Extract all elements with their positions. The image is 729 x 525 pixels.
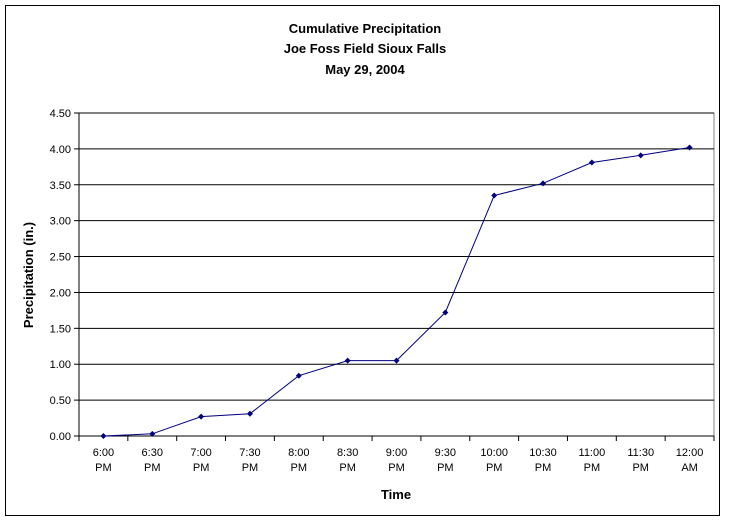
y-tick-label-3.00: 3.00 — [50, 216, 71, 228]
data-point-0 — [100, 433, 107, 439]
y-tick-label-1.50: 1.50 — [50, 323, 71, 335]
x-tick-label-6: 9:00 PM — [386, 447, 407, 474]
data-point-8 — [491, 192, 498, 199]
data-point-9 — [540, 180, 547, 187]
y-tick-label-2.00: 2.00 — [50, 287, 71, 299]
data-point-10 — [588, 159, 595, 166]
y-axis-title: Precipitation (in.) — [21, 222, 36, 328]
data-point-2 — [198, 413, 205, 420]
x-axis-title: Time — [381, 487, 411, 502]
x-tick-label-5: 8:30 PM — [337, 447, 358, 474]
x-tick-label-0: 6:00 PM — [93, 447, 114, 474]
y-tick-label-1.00: 1.00 — [50, 359, 71, 371]
x-tick-label-7: 9:30 PM — [435, 447, 456, 474]
x-tick-label-8: 10:00 PM — [480, 447, 508, 474]
x-tick-label-9: 10:30 PM — [529, 447, 557, 474]
y-tick-label-0.00: 0.00 — [50, 431, 71, 443]
data-point-12 — [686, 144, 693, 151]
x-tick-label-12: 12:00 AM — [676, 447, 704, 474]
x-tick-label-1: 6:30 PM — [142, 447, 163, 474]
x-tick-label-10: 11:00 PM — [579, 447, 606, 474]
data-point-5 — [344, 357, 351, 364]
data-point-4 — [295, 372, 302, 379]
x-tick-label-3: 7:30 PM — [239, 447, 260, 474]
x-tick-label-2: 7:00 PM — [190, 447, 211, 474]
data-point-6 — [393, 357, 400, 364]
y-tick-label-2.50: 2.50 — [50, 252, 71, 264]
x-tick-label-4: 8:00 PM — [288, 447, 309, 474]
data-point-7 — [442, 309, 449, 316]
data-point-1 — [149, 430, 156, 437]
x-tick-label-11: 11:30 PM — [627, 447, 654, 474]
chart-title-line-2: Joe Foss Field Sioux Falls — [284, 41, 447, 56]
data-point-11 — [637, 152, 644, 159]
y-tick-label-3.50: 3.50 — [50, 180, 71, 192]
chart-title-line-3: May 29, 2004 — [325, 62, 405, 77]
y-tick-label-0.50: 0.50 — [50, 395, 71, 407]
y-tick-label-4.00: 4.00 — [50, 144, 71, 156]
plot-area — [78, 112, 715, 437]
chart-title-line-1: Cumulative Precipitation — [289, 21, 441, 36]
data-point-3 — [246, 410, 253, 417]
y-tick-label-4.50: 4.50 — [50, 108, 71, 120]
